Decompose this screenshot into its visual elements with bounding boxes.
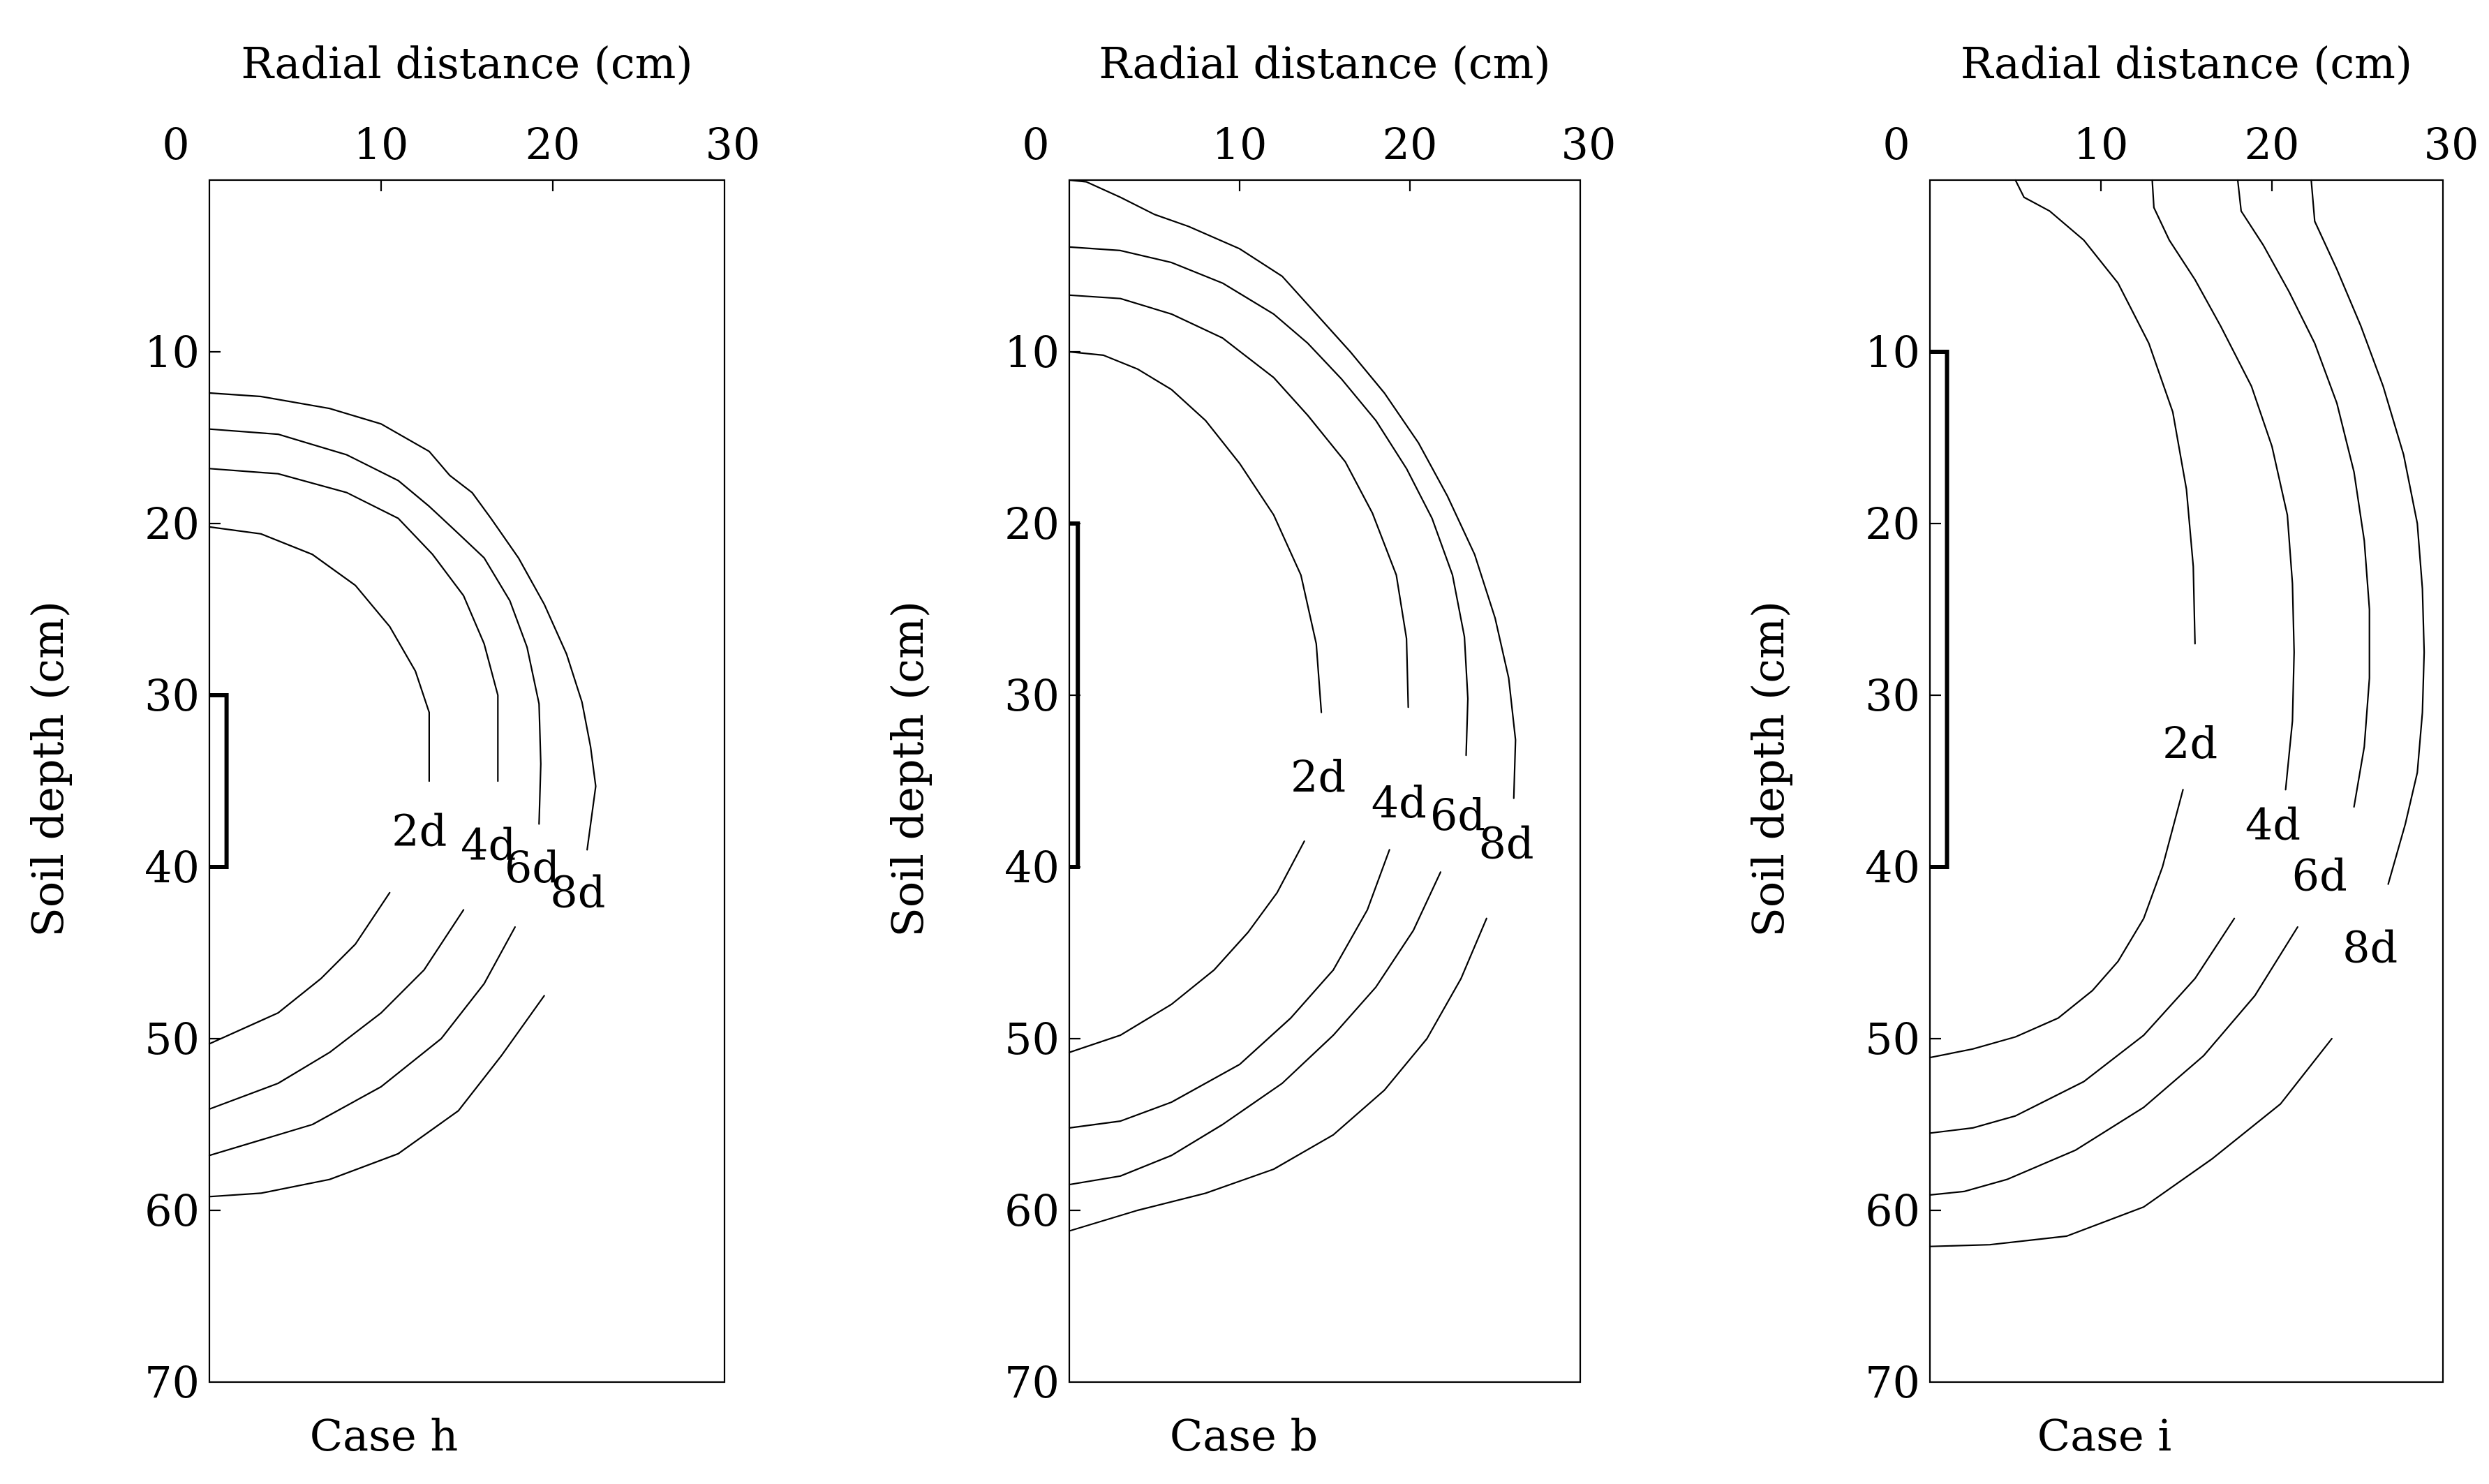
panel-caption: Case h: [310, 1410, 459, 1461]
contour-4d: [1068, 849, 1390, 1129]
y-tick-label: 30: [1004, 670, 1060, 721]
emitter-marker: [1930, 350, 1949, 869]
plot-frame: [208, 179, 726, 1383]
contour-label-4d: 4d: [2245, 799, 2301, 849]
x-tick-label: 20: [526, 119, 581, 170]
x-axis-title: Radial distance (cm): [1961, 38, 2412, 89]
y-tick-label: 50: [1865, 1014, 1920, 1064]
y-tick-label: 20: [1865, 498, 1920, 549]
contour-label-2d: 2d: [2162, 718, 2217, 769]
plot-frame: [1929, 179, 2444, 1383]
y-tick-label: 40: [144, 842, 200, 893]
y-tick-label: 60: [144, 1185, 200, 1236]
y-tick-label: 50: [1004, 1014, 1060, 1064]
y-axis-title: Soil depth (cm): [882, 601, 933, 937]
contour-4d: [208, 468, 499, 782]
panel-caption: Case b: [1170, 1410, 1318, 1461]
panel-case-h: 0 10 20 30 10 20 30 40 50 60 70 Radial distance (cm…: [22, 38, 760, 1461]
contour-label-6d: 6d: [1430, 789, 1485, 840]
plot-frame: [1068, 179, 1582, 1383]
emitter-marker: [1069, 521, 1080, 869]
contour-label-2d: 2d: [1291, 751, 1346, 802]
contour-label-8d: 8d: [550, 866, 605, 917]
contour-8d: [1929, 1037, 2333, 1247]
contour-4d: [1929, 917, 2236, 1134]
panel-case-i: 0 10 20 30 10 20 30 40 50 60 70 Radial distance (cm…: [1743, 38, 2479, 1461]
x-tick-label: 30: [1561, 119, 1617, 170]
contour-8d: [1068, 179, 1517, 799]
y-tick-label: 20: [1004, 498, 1060, 549]
x-axis-title: Radial distance (cm): [241, 38, 692, 89]
x-tick-label: 20: [2245, 119, 2300, 170]
y-tick-label: 10: [1004, 327, 1060, 378]
contour-6d: [208, 926, 516, 1157]
contour-2d: [208, 526, 430, 782]
contour-8d: [1068, 917, 1487, 1232]
y-axis-title: Soil depth (cm): [1743, 601, 1794, 937]
contour-2d: [208, 891, 391, 1045]
contour-label-4d: 4d: [1372, 777, 1427, 828]
x-tick-label: 0: [1882, 119, 1910, 170]
x-tick-label: 10: [354, 119, 409, 170]
contour-6d: [1929, 926, 2298, 1196]
y-tick-label: 30: [144, 670, 200, 721]
contour-2d: [1068, 350, 1323, 713]
y-tick-label: 70: [1004, 1357, 1060, 1408]
contour-2d: [1068, 840, 1305, 1053]
y-axis-title: Soil depth (cm): [22, 601, 73, 937]
y-tick-label: 10: [144, 327, 200, 378]
contour-4d: [2151, 179, 2295, 791]
y-tick-label: 10: [1865, 327, 1920, 378]
contour-6d: [208, 428, 542, 825]
y-tick-label: 40: [1865, 842, 1920, 893]
x-tick-label: 10: [1212, 119, 1268, 170]
x-tick-label: 0: [162, 119, 189, 170]
contour-label-2d: 2d: [392, 806, 447, 856]
contour-2d: [2014, 179, 2196, 645]
contour-label-8d: 8d: [2342, 922, 2398, 973]
contour-label-6d: 6d: [2292, 850, 2347, 901]
y-tick-label: 70: [144, 1357, 200, 1408]
x-axis-title: Radial distance (cm): [1099, 38, 1550, 89]
contour-8d: [2310, 179, 2425, 885]
y-tick-label: 30: [1865, 670, 1920, 721]
contour-6d: [1068, 871, 1441, 1186]
y-tick-label: 60: [1004, 1185, 1060, 1236]
contour-4d: [208, 909, 465, 1110]
y-tick-label: 40: [1004, 842, 1060, 893]
x-tick-label: 10: [2074, 119, 2129, 170]
y-tick-label: 60: [1865, 1185, 1920, 1236]
contour-label-8d: 8d: [1478, 817, 1533, 868]
contour-8d: [208, 392, 597, 851]
y-tick-label: 70: [1865, 1357, 1920, 1408]
contour-6d: [1068, 246, 1469, 757]
x-tick-label: 0: [1022, 119, 1049, 170]
panel-case-b: 0 10 20 30 10 20 30 40 50 60 70 Radial distance (cm…: [882, 38, 1616, 1461]
x-tick-label: 30: [706, 119, 761, 170]
contour-6d: [2236, 179, 2370, 808]
contour-8d: [208, 995, 545, 1198]
x-tick-label: 30: [2424, 119, 2479, 170]
contour-label-6d: 6d: [505, 842, 560, 893]
emitter-marker: [209, 693, 229, 869]
contour-label-4d: 4d: [461, 819, 516, 870]
y-tick-label: 50: [144, 1014, 200, 1064]
panel-caption: Case i: [2037, 1410, 2171, 1461]
contour-4d: [1068, 294, 1409, 708]
contour-2d: [1929, 789, 2184, 1059]
y-tick-label: 20: [144, 498, 200, 549]
x-tick-label: 20: [1383, 119, 1438, 170]
